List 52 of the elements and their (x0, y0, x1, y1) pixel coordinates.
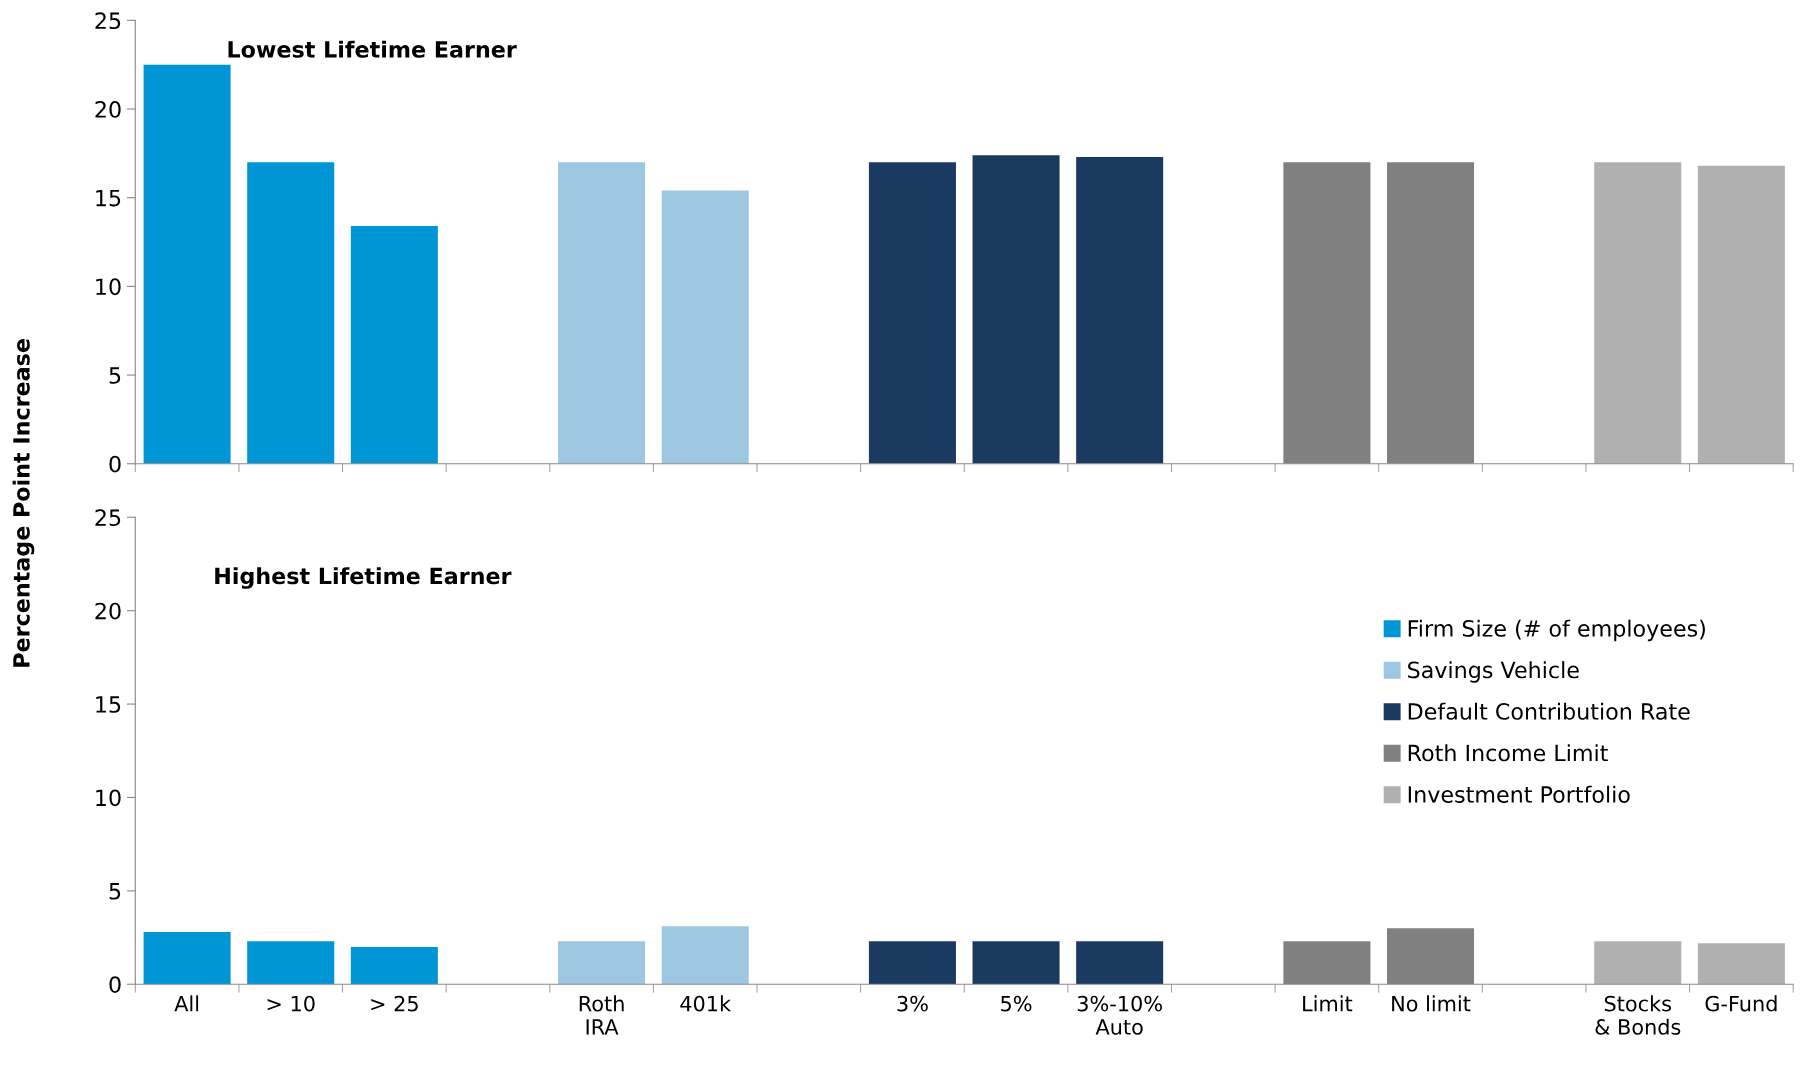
x-tick-label: 401k (680, 995, 732, 1012)
bar (868, 941, 956, 985)
text: Highest Lifetime Earner (215, 567, 512, 589)
y-tick-label: 0 (109, 976, 121, 994)
legend-label: Savings Vehicle (1408, 661, 1579, 683)
bar (1594, 941, 1682, 985)
y-tick-label: 15 (96, 189, 121, 207)
x-tick-label: All (174, 995, 199, 1012)
bar (247, 941, 335, 985)
bar (350, 946, 438, 985)
y-tick-label: 0 (109, 455, 121, 473)
x-tick-label: Limit (1303, 995, 1353, 1012)
y-tick-label: 5 (109, 883, 121, 900)
y-axis-title: Percentage Point Increase (12, 339, 35, 667)
bar (1697, 943, 1785, 985)
bar (1594, 162, 1682, 464)
x-tick-label: > 10 (267, 995, 315, 1012)
bar (1076, 941, 1164, 985)
bar (972, 941, 1060, 985)
y-tick-label: 20 (95, 100, 121, 118)
bar (972, 155, 1060, 464)
text: Lowest Lifetime Earner (228, 40, 517, 58)
x-tick-label: 5% (1001, 995, 1032, 1012)
legend-label: Roth Income Limit (1408, 744, 1608, 762)
bar (247, 162, 335, 464)
x-tick-label: 3%-10% Auto (1077, 995, 1162, 1035)
bar (558, 941, 646, 985)
x-tick-label: G-Fund (1705, 995, 1777, 1012)
bar (143, 931, 231, 985)
bar (661, 926, 749, 985)
y-tick-label: 10 (96, 278, 121, 296)
y-tick-label: 25 (95, 509, 121, 527)
y-tick-label: 20 (95, 602, 121, 620)
y-tick-label: 10 (96, 789, 121, 807)
bar (868, 162, 956, 464)
x-tick-label: 3% (897, 995, 928, 1012)
legend-label: Default Contribution Rate (1408, 702, 1690, 720)
x-tick-label: No limit (1392, 995, 1471, 1012)
x-tick-label: > 25 (371, 995, 418, 1012)
legend-label: Firm Size (# of employees) (1408, 619, 1705, 642)
bar (350, 226, 438, 464)
x-tick-label: Roth IRA (579, 995, 624, 1035)
bar (1697, 165, 1785, 464)
y-tick-label: 25 (95, 12, 121, 30)
bar (1076, 156, 1164, 464)
legend-label: Investment Portfolio (1408, 785, 1630, 803)
bar (661, 190, 749, 464)
y-tick-label: 5 (109, 367, 121, 384)
y-tick-label: 15 (96, 696, 121, 713)
bar (558, 162, 646, 464)
bar (143, 64, 231, 464)
x-tick-label: Stocks & Bonds (1595, 995, 1681, 1035)
